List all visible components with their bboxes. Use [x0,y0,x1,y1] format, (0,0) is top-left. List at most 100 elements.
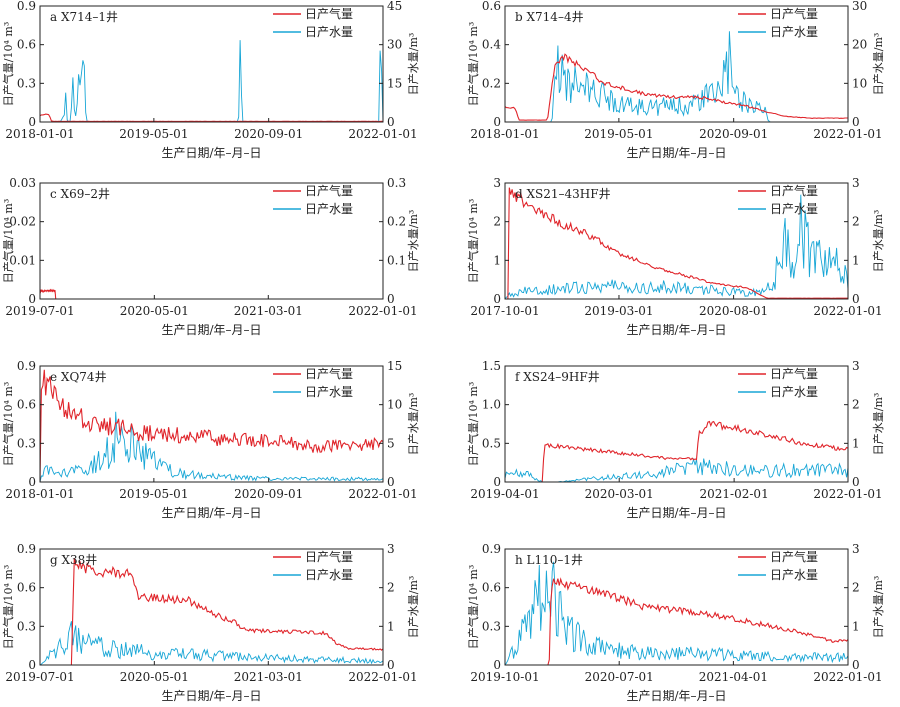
legend-label-water-b: 日产水量 [770,25,818,39]
y-right-tick-label-b-2: 20 [852,38,867,52]
y-right-tick-label-g-0: 0 [387,658,395,672]
x-tick-label-a-3: 2022-01-01 [348,127,417,141]
panel-d: 2017-10-01 2019-03-01 2020-08-01 2022-01-01… [466,176,885,337]
y-right-tick-label-d-2: 2 [852,215,860,229]
y-left-axis-label-d: 日产气量/10⁴ m³ [466,199,480,283]
y-right-tick-label-h-3: 3 [852,542,860,556]
y-right-tick-label-f-3: 3 [852,359,860,373]
plot-frame-d [504,182,849,300]
y-right-axis-label-a: 日产水量/m³ [406,33,420,96]
plot-frame-c [39,182,384,300]
y-left-tick-label-b-1: 0.2 [482,76,501,90]
x-tick-label-b-2: 2020-09-01 [699,127,768,141]
x-axis-label-d: 生产日期/年–月–日 [626,323,726,337]
x-tick-label-f-3: 2022-01-01 [813,487,882,501]
y-right-axis-label-h: 日产水量/m³ [871,576,885,639]
gas-series-line-g [40,558,383,665]
y-left-tick-label-g-1: 0.3 [17,619,36,633]
y-left-tick-label-b-3: 0.6 [482,0,501,13]
legend-label-gas-f: 日产气量 [770,366,818,381]
plot-frame-h [504,548,849,666]
y-left-tick-label-c-2: 0.02 [9,215,36,229]
x-axis-label-h: 生产日期/年–月–日 [626,689,726,703]
y-left-tick-label-a-1: 0.3 [17,76,36,90]
y-left-tick-label-f-0: 0 [493,475,501,489]
y-left-tick-label-c-0: 0 [28,292,36,306]
legend-label-water-e: 日产水量 [305,385,353,399]
y-left-axis-label-g: 日产气量/10⁴ m³ [1,565,15,649]
y-right-tick-label-c-3: 0.3 [387,176,406,190]
x-tick-label-b-0: 2018-01-01 [470,127,539,141]
y-right-tick-label-c-0: 0 [387,292,395,306]
panel-g: 2019-07-01 2020-05-01 2021-03-01 2022-01-01… [1,542,420,703]
water-series-line-g [40,621,383,665]
y-left-tick-label-g-3: 0.9 [17,542,36,556]
x-tick-label-f-0: 2019-04-01 [470,487,539,501]
legend-label-water-g: 日产水量 [305,568,353,582]
y-left-tick-label-e-2: 0.6 [17,398,36,412]
x-tick-label-c-2: 2021-03-01 [234,304,303,318]
legend-label-water-f: 日产水量 [770,385,818,399]
panel-c: 2019-07-01 2020-05-01 2021-03-01 2022-01-01… [1,176,420,337]
x-tick-label-f-2: 2021-02-01 [700,487,769,501]
y-left-tick-label-a-3: 0.9 [17,0,36,13]
y-right-tick-label-g-1: 1 [387,619,395,633]
y-left-tick-label-f-3: 1.5 [482,359,501,373]
x-tick-label-c-1: 2020-05-01 [120,304,189,318]
x-tick-label-e-0: 2018-01-01 [5,487,74,501]
y-left-tick-label-a-2: 0.6 [17,38,36,52]
panel-f: 2019-04-01 2020-03-01 2021-02-01 2022-01-01… [466,359,885,520]
y-left-tick-label-c-3: 0.03 [9,176,36,190]
panel-title-g: g X38井 [50,553,97,567]
y-left-tick-label-d-2: 2 [493,215,501,229]
gas-series-line-d [505,187,848,299]
x-axis-label-a: 生产日期/年–月–日 [161,146,261,160]
legend-label-gas-c: 日产气量 [305,183,353,198]
y-left-tick-label-h-0: 0 [493,658,501,672]
y-right-tick-label-h-1: 1 [852,619,860,633]
y-right-tick-label-a-1: 15 [387,76,402,90]
panel-h: 2019-10-01 2020-07-01 2021-04-01 2022-01-01… [466,542,885,703]
panel-title-h: h L110–1井 [515,553,583,567]
y-right-tick-label-g-2: 2 [387,581,395,595]
y-left-axis-label-a: 日产气量/10⁴ m³ [1,22,15,106]
panel-title-d: d XS21–43HF井 [515,187,611,201]
y-left-axis-label-e: 日产气量/10⁴ m³ [1,382,15,466]
panel-a: 2018-01-01 2019-05-01 2020-09-01 2022-01-01… [1,0,420,160]
y-right-tick-label-d-0: 0 [852,292,860,306]
y-right-tick-label-b-3: 30 [852,0,867,13]
x-axis-label-f: 生产日期/年–月–日 [626,506,726,520]
y-right-tick-label-b-0: 0 [852,115,860,129]
legend-label-gas-e: 日产气量 [305,366,353,381]
y-right-tick-label-d-3: 3 [852,176,860,190]
y-left-axis-label-b: 日产气量/10⁴ m³ [466,22,480,106]
y-left-tick-label-e-1: 0.3 [17,436,36,450]
y-right-tick-label-c-2: 0.2 [387,215,406,229]
x-tick-label-d-2: 2020-08-01 [699,304,768,318]
x-tick-label-h-2: 2021-04-01 [699,670,768,684]
legend-label-gas-b: 日产气量 [770,6,818,21]
y-right-tick-label-f-1: 1 [852,436,860,450]
gas-series-line-h [505,577,848,665]
panel-e: 2018-01-01 2019-05-01 2020-09-01 2022-01-01… [1,359,420,520]
x-axis-label-e: 生产日期/年–月–日 [161,506,261,520]
y-left-tick-label-h-3: 0.9 [482,542,501,556]
y-right-tick-label-f-2: 2 [852,398,860,412]
x-tick-label-f-1: 2020-03-01 [585,487,654,501]
x-tick-label-b-1: 2019-05-01 [584,127,653,141]
x-tick-label-e-1: 2019-05-01 [119,487,188,501]
legend-label-gas-g: 日产气量 [305,549,353,564]
y-right-axis-label-f: 日产水量/m³ [871,393,885,456]
y-right-tick-label-g-3: 3 [387,542,395,556]
legend-label-gas-a: 日产气量 [305,6,353,21]
y-left-axis-label-h: 日产气量/10⁴ m³ [466,565,480,649]
legend-label-gas-h: 日产气量 [770,549,818,564]
gas-series-line-e [40,369,383,482]
water-series-line-d [505,194,848,299]
plot-frame-f [504,365,849,483]
water-series-line-e [40,411,383,482]
y-left-tick-label-e-0: 0 [28,475,36,489]
y-right-tick-label-e-3: 15 [387,359,402,373]
x-tick-label-c-3: 2022-01-01 [348,304,417,318]
